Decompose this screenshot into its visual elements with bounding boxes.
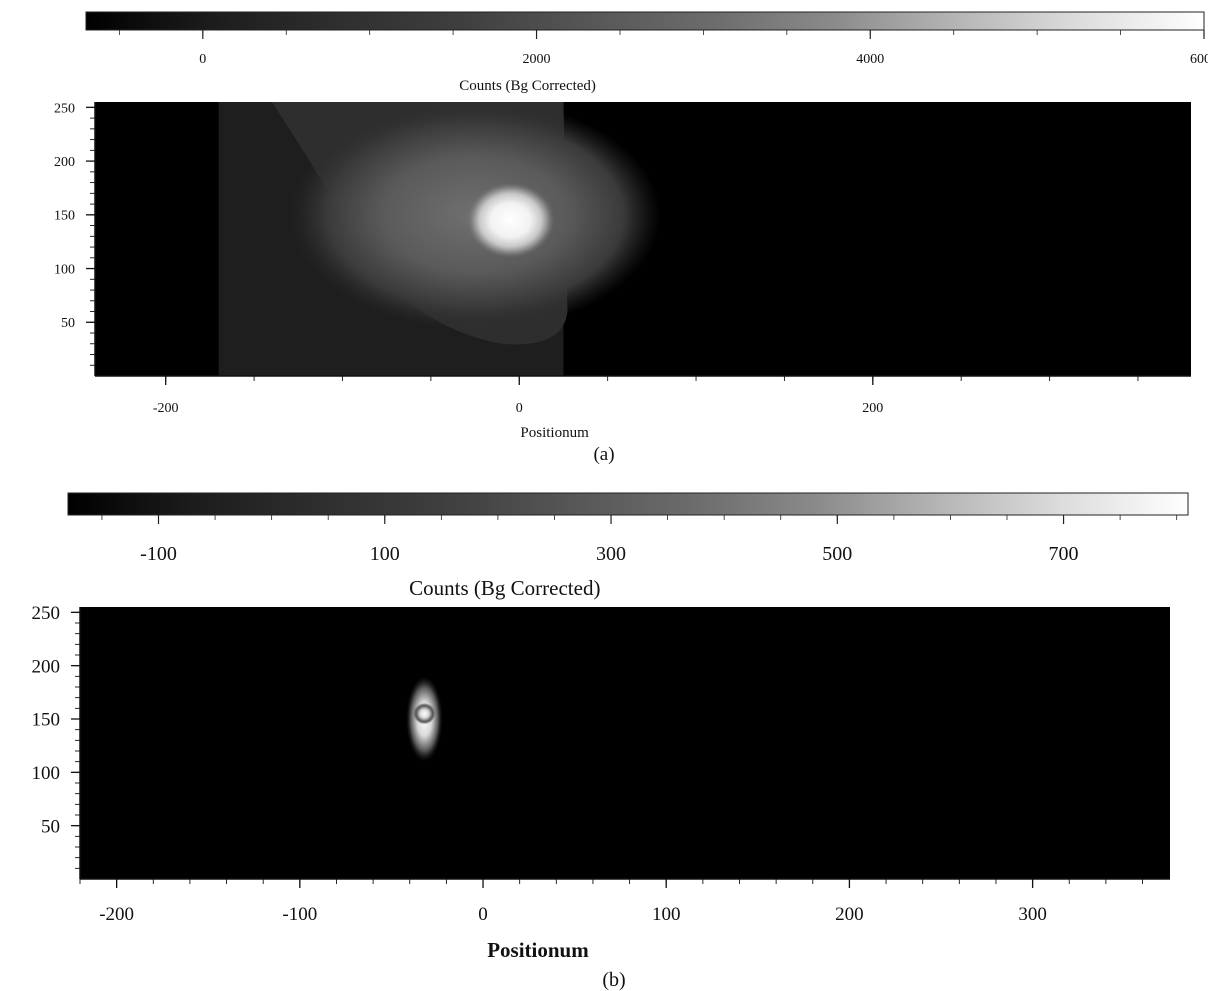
heatmap-b-axes: -200 -100 0 100 200 300 50 100 150 200 250 (32, 603, 1170, 925)
colorbar-b-label: Counts (Bg Corrected) (409, 576, 600, 600)
x-tick-label: -100 (282, 904, 317, 925)
colorbar-b-tick-label: 700 (1049, 543, 1079, 565)
y-tick-label: 150 (54, 209, 75, 224)
x-tick-label: 100 (652, 904, 681, 925)
heatmap-b-plot-area (80, 607, 1170, 879)
x-tick-label: 0 (478, 904, 488, 925)
colorbar-b-tick-label: 500 (822, 543, 852, 565)
x-tick-label: -200 (153, 401, 179, 416)
colorbar-a-tick-label: 2000 (523, 52, 551, 67)
y-tick-label: 100 (32, 763, 61, 784)
colorbar-b-bar (67, 492, 1189, 516)
heatmap-b-xlabel: Positionum (487, 938, 589, 962)
heatmap-a-axes: -200 0 200 50 100 150 200 250 (54, 101, 1191, 416)
x-tick-label: 300 (1018, 904, 1047, 925)
heatmap-b-hotspot-core (413, 703, 436, 725)
panel-a: 0200040006000 Counts (Bg Corrected) -200… (54, 11, 1208, 465)
colorbar-a-label: Counts (Bg Corrected) (459, 78, 596, 94)
colorbar-a-bar (85, 11, 1205, 31)
colorbar-a-tick-label: 6000 (1190, 52, 1208, 67)
caption-b: (b) (602, 969, 625, 991)
heatmap-b: -200 -100 0 100 200 300 50 100 150 200 250 Positio… (32, 603, 1170, 991)
x-tick-label: -200 (99, 904, 134, 925)
y-tick-label: 100 (54, 262, 75, 277)
y-tick-label: 50 (61, 316, 75, 331)
y-tick-label: 200 (54, 155, 75, 170)
colorbar-b-tick-label: 300 (596, 543, 626, 565)
y-tick-label: 150 (32, 710, 61, 731)
colorbar-b: -100 100 300 500 700 Counts (Bg Corrected) (67, 492, 1189, 600)
colorbar-a-ticks: 0 2000 4000 6000 (118, 30, 1208, 67)
caption-a: (a) (593, 444, 614, 465)
heatmap-a: -200 0 200 50 100 150 200 250 Positionum (a) (54, 101, 1191, 465)
colorbar-b-tick-label: -100 (140, 543, 177, 565)
x-tick-label: 0 (516, 401, 523, 416)
colorbar-b-tick-label: 100 (370, 543, 400, 565)
colorbar-a-tick-label: 4000 (856, 52, 884, 67)
colorbar-b-ticks: -100 100 300 500 700 (101, 515, 1178, 565)
y-tick-label: 200 (32, 656, 61, 677)
colorbar-a: 0 2000 4000 6000 Counts (Bg Corrected) (85, 11, 1208, 94)
heatmap-a-xlabel: Positionum (520, 425, 589, 441)
panel-b: -100 100 300 500 700 Counts (Bg Corrected) -… (32, 492, 1189, 991)
x-tick-label: 200 (835, 904, 864, 925)
heatmap-a-hotspot (466, 182, 555, 258)
x-tick-label: 200 (862, 401, 883, 416)
colorbar-a-tick-label: 0 (199, 52, 206, 67)
y-tick-label: 250 (32, 603, 61, 624)
y-tick-label: 250 (54, 101, 75, 116)
y-tick-label: 50 (41, 816, 60, 837)
